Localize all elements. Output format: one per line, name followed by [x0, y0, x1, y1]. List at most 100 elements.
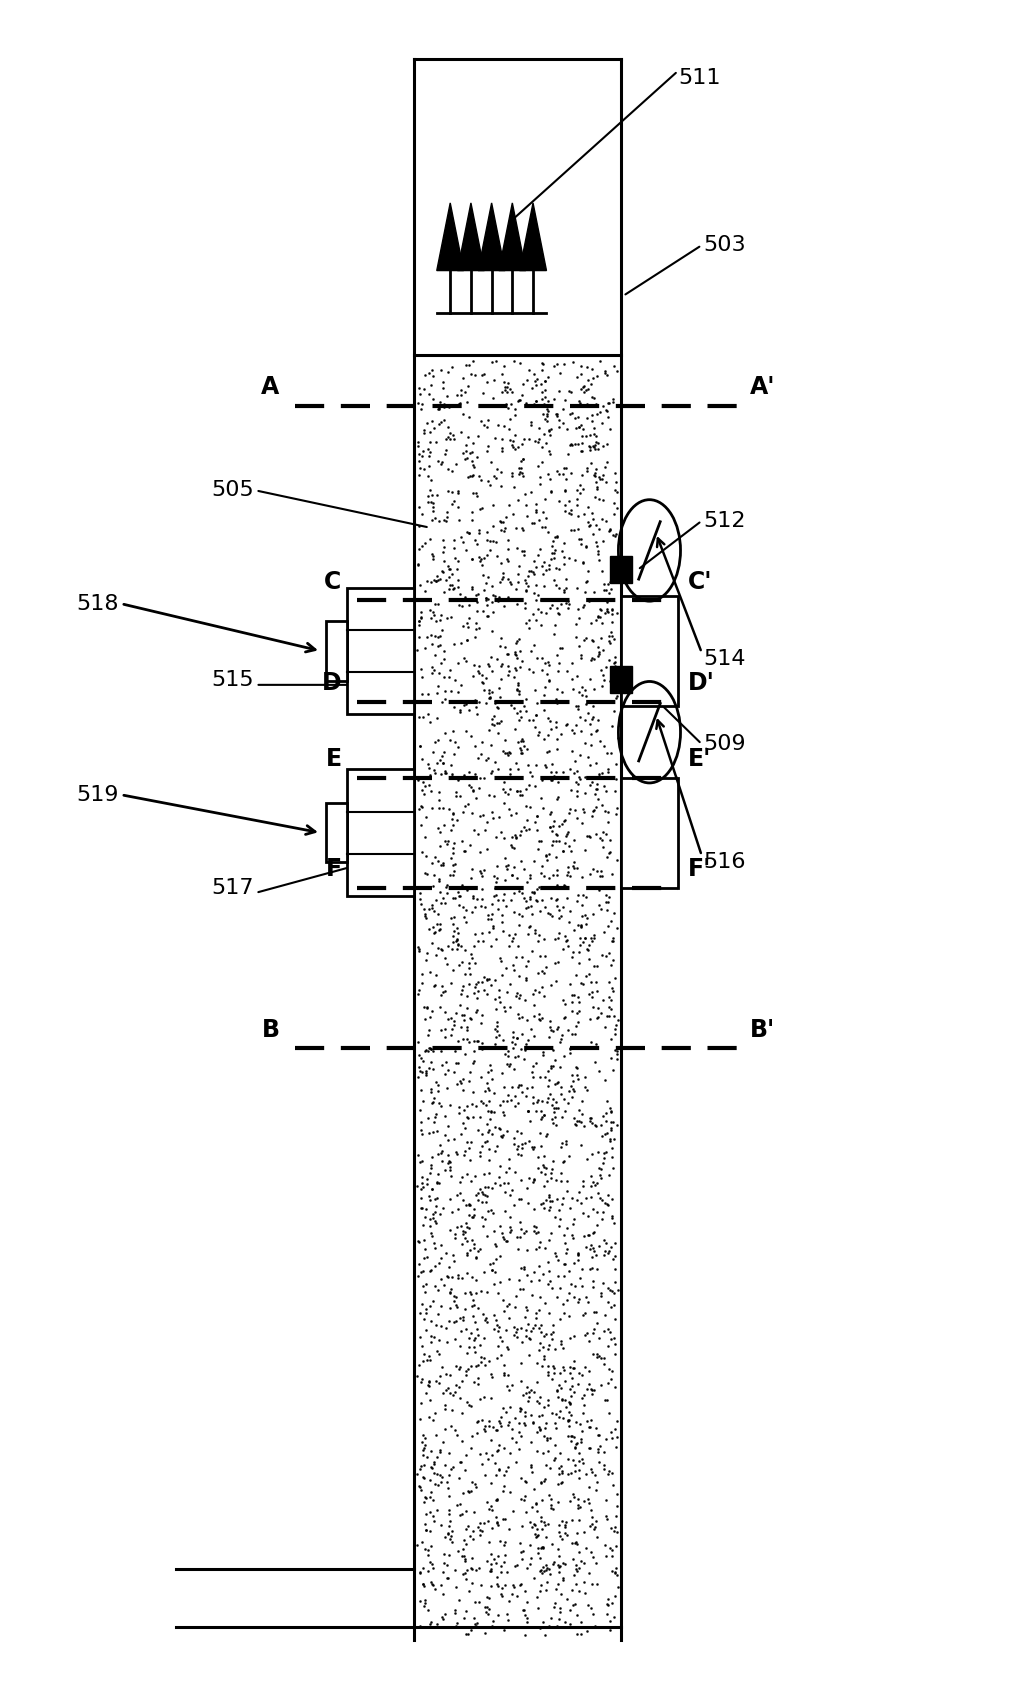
Point [540, 1556, 557, 1583]
Point [493, 1559, 509, 1586]
Point [600, 517, 617, 545]
Point [561, 908, 578, 935]
Point [512, 1072, 529, 1099]
Point [548, 758, 564, 785]
Point [549, 641, 565, 668]
Point [454, 1025, 471, 1052]
Point [469, 1180, 485, 1207]
Point [542, 1491, 559, 1519]
Point [482, 644, 499, 671]
Point [551, 949, 567, 976]
Point [550, 1263, 566, 1290]
Point [500, 1515, 516, 1542]
Point [570, 998, 587, 1025]
Point [604, 1202, 621, 1229]
Point [587, 460, 603, 487]
Point [496, 1549, 512, 1576]
Point [570, 950, 587, 977]
Point [508, 1429, 525, 1456]
Point [509, 979, 526, 1006]
Point [422, 1035, 439, 1062]
Point [475, 1180, 492, 1207]
Point [513, 725, 530, 752]
Point [557, 1366, 573, 1393]
Point [497, 1505, 513, 1532]
Point [559, 1179, 575, 1206]
Point [448, 783, 465, 810]
Point [590, 786, 607, 813]
Point [549, 457, 565, 484]
Point [508, 514, 525, 541]
Point [506, 347, 523, 374]
Point [501, 416, 518, 443]
Point [540, 1353, 557, 1380]
Point [503, 1087, 520, 1114]
Point [579, 404, 595, 431]
Point [544, 1326, 561, 1353]
Point [565, 1075, 582, 1103]
Point [466, 1370, 482, 1397]
Point [528, 1048, 544, 1075]
Point [602, 827, 619, 854]
Point [480, 1087, 497, 1114]
Point [589, 364, 605, 391]
Point [497, 866, 513, 893]
Point [607, 523, 623, 550]
Point [523, 558, 539, 585]
Point [600, 759, 617, 786]
Point [497, 1529, 513, 1556]
Point [419, 462, 436, 489]
Point [433, 451, 449, 479]
Point [583, 1162, 599, 1189]
Point [549, 725, 565, 752]
Point [425, 1507, 442, 1534]
Point [499, 739, 515, 766]
Point [568, 712, 585, 739]
Point [515, 856, 532, 883]
Point [556, 1613, 572, 1640]
Point [469, 482, 485, 509]
Point [601, 389, 618, 416]
Point [549, 893, 565, 920]
Point [582, 1490, 598, 1517]
Point [526, 1196, 542, 1223]
Point [444, 800, 461, 827]
Point [545, 1549, 562, 1576]
Point [525, 1409, 541, 1436]
Point [508, 800, 525, 827]
Point [497, 778, 513, 805]
Point [446, 631, 463, 658]
Point [439, 1468, 455, 1495]
Point [523, 1451, 539, 1478]
Point [548, 1576, 564, 1603]
Point [549, 595, 565, 622]
Point [501, 1376, 518, 1404]
Point [574, 1449, 591, 1476]
Point [489, 1510, 505, 1537]
Point [430, 725, 446, 752]
Point [420, 1373, 437, 1400]
Point [526, 1510, 542, 1537]
Point [463, 1353, 479, 1380]
Point [586, 1238, 602, 1265]
Point [572, 1547, 589, 1574]
Point [571, 605, 588, 632]
Point [519, 966, 535, 993]
Point [446, 1600, 463, 1627]
Point [431, 786, 447, 813]
Point [459, 1228, 475, 1255]
Point [601, 1094, 618, 1121]
Point [602, 1419, 619, 1446]
Point [495, 517, 511, 545]
Point [601, 1003, 618, 1030]
Point [465, 1077, 481, 1104]
Point [489, 1571, 505, 1598]
Point [465, 1517, 481, 1544]
Point [461, 971, 477, 998]
Point [519, 1006, 535, 1033]
Point [419, 1021, 436, 1048]
Point [549, 714, 565, 741]
Point [459, 519, 475, 546]
Point [588, 1571, 604, 1598]
Point [528, 751, 544, 778]
